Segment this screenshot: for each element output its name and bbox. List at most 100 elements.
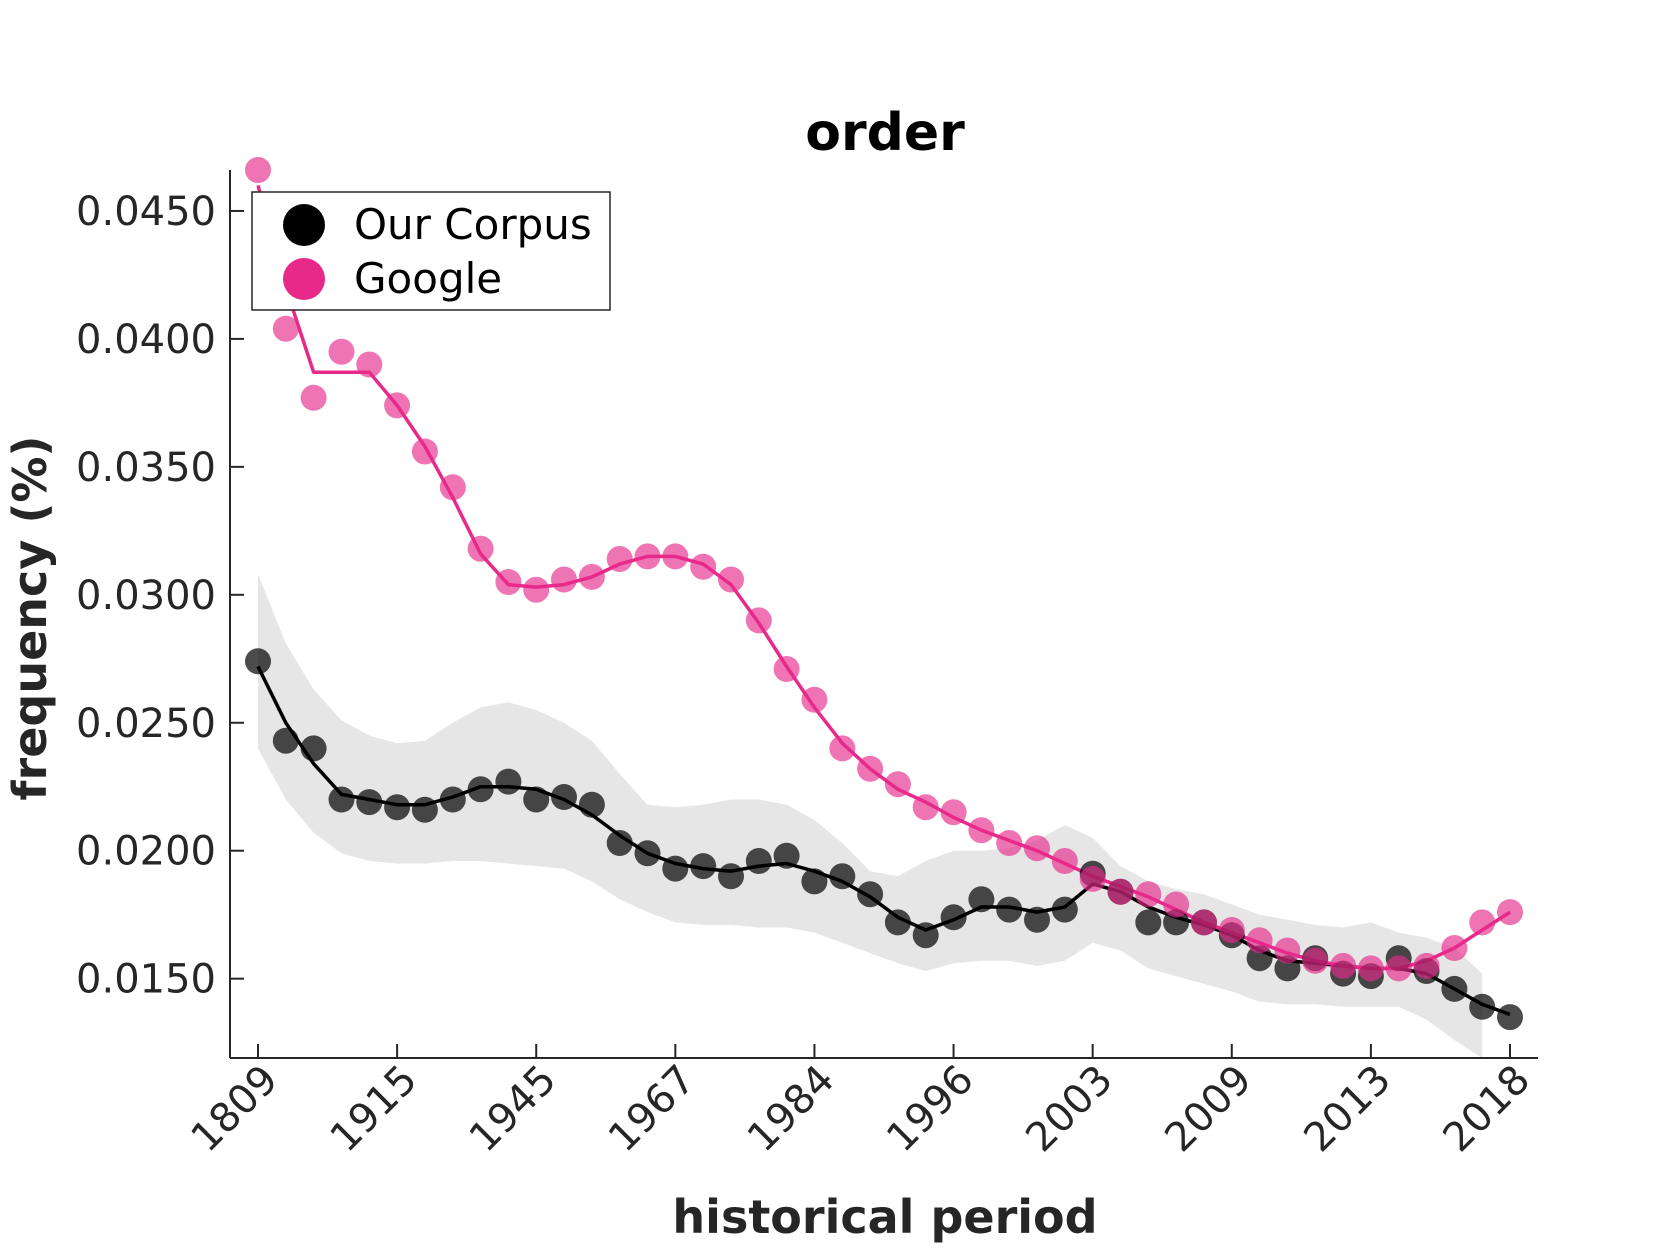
data-point-google [1218, 917, 1245, 943]
data-point-our-corpus [662, 855, 689, 882]
x-tick-label: 2018 [1435, 1057, 1540, 1162]
data-point-google [1441, 935, 1468, 961]
data-point-our-corpus [718, 863, 744, 890]
chart-title: order [805, 103, 965, 163]
data-point-google [384, 392, 411, 419]
y-tick-label: 0.0200 [76, 829, 216, 875]
data-point-our-corpus [467, 776, 494, 803]
data-point-google [411, 438, 438, 465]
y-tick-label: 0.0250 [76, 701, 216, 747]
data-point-google [523, 576, 550, 603]
data-point-google [1163, 891, 1190, 918]
data-point-google [245, 157, 271, 183]
data-point-google [1497, 899, 1523, 926]
data-point-google [1024, 835, 1050, 862]
confidence-band-our-corpus [258, 574, 1483, 1058]
data-point-google [1302, 947, 1329, 974]
y-tick-label: 0.0150 [76, 957, 216, 1003]
trend-line-google [256, 184, 1511, 971]
x-tick-label: 1915 [322, 1057, 427, 1162]
legend-label-google: Google [354, 254, 502, 303]
data-point-google [1246, 927, 1273, 954]
y-tick-label: 0.0300 [76, 573, 216, 619]
data-point-our-corpus [996, 896, 1023, 923]
data-point-google [1413, 952, 1440, 979]
data-point-google [718, 566, 744, 593]
ci-band-layer [258, 574, 1483, 1058]
data-point-our-corpus [773, 842, 800, 869]
y-tick-label: 0.0450 [76, 189, 216, 235]
data-point-our-corpus [551, 784, 577, 810]
data-point-google [1191, 909, 1217, 936]
data-point-google [968, 817, 995, 844]
data-point-our-corpus [523, 786, 550, 813]
data-point-google [884, 771, 911, 798]
x-tick-label: 2013 [1295, 1057, 1400, 1162]
data-point-google [690, 553, 717, 580]
data-point-google [439, 474, 466, 501]
data-point-our-corpus [578, 791, 605, 818]
data-point-google [606, 546, 633, 572]
data-point-our-corpus [634, 840, 661, 867]
data-point-our-corpus [495, 768, 522, 795]
data-point-our-corpus [1024, 906, 1050, 933]
data-point-google [829, 735, 856, 762]
data-point-google [940, 799, 967, 826]
y-axis-title: frequency (%) [3, 436, 57, 801]
legend: Our Corpus Google [251, 191, 611, 311]
data-point-google [1079, 865, 1106, 892]
x-tick-label: 1984 [739, 1057, 844, 1162]
data-point-google [801, 686, 828, 713]
data-point-our-corpus [411, 796, 438, 823]
y-tick-label: 0.0350 [76, 445, 216, 491]
y-ticks: 0.0150 0.0200 0.0250 0.0300 0.0350 0.0400 0.04… [76, 189, 244, 1003]
data-point-google [356, 351, 383, 378]
data-point-our-corpus [300, 735, 327, 762]
data-point-google [1135, 881, 1162, 908]
x-tick-label: 1809 [183, 1057, 288, 1162]
data-point-google [495, 569, 522, 595]
data-point-google [1385, 955, 1412, 982]
data-point-google [634, 543, 661, 570]
data-point-google [272, 315, 299, 342]
x-tick-label: 2009 [1156, 1057, 1261, 1162]
data-point-our-corpus [328, 786, 355, 813]
data-point-our-corpus [606, 830, 633, 856]
x-tick-label: 2003 [1017, 1057, 1122, 1162]
data-point-google [1330, 952, 1357, 979]
x-tick-label: 1945 [461, 1057, 566, 1162]
y-tick-label: 0.0400 [76, 317, 216, 363]
data-point-google [857, 755, 884, 782]
data-point-our-corpus [1135, 909, 1162, 936]
data-point-our-corpus [940, 904, 967, 931]
data-point-google [662, 543, 689, 570]
data-point-our-corpus [1497, 1004, 1523, 1031]
data-point-our-corpus [801, 868, 828, 895]
data-point-google [1274, 937, 1301, 964]
data-point-our-corpus [1441, 975, 1468, 1002]
data-point-our-corpus [1051, 896, 1078, 923]
legend-marker-google [283, 258, 325, 300]
data-point-our-corpus [912, 922, 939, 949]
data-point-our-corpus [245, 648, 271, 675]
data-point-our-corpus [272, 727, 299, 754]
data-point-google [328, 338, 355, 365]
data-point-google [1469, 909, 1496, 936]
data-point-our-corpus [884, 909, 911, 936]
data-point-our-corpus [356, 789, 383, 816]
legend-label-our-corpus: Our Corpus [354, 200, 592, 249]
data-point-our-corpus [1469, 993, 1496, 1020]
data-point-google [745, 607, 772, 634]
x-tick-label: 1996 [878, 1057, 983, 1162]
x-ticks: 1809 1915 1945 1967 1984 1996 2003 2009 2013 2018 [183, 1044, 1540, 1162]
data-point-google [1051, 848, 1078, 874]
data-points-layer [245, 157, 1523, 1031]
data-point-our-corpus [690, 853, 717, 880]
data-point-google [912, 794, 939, 821]
data-point-google [996, 830, 1023, 856]
data-point-google [1107, 878, 1134, 905]
data-point-our-corpus [439, 786, 466, 813]
data-point-our-corpus [1274, 955, 1301, 982]
data-point-google [467, 535, 494, 562]
